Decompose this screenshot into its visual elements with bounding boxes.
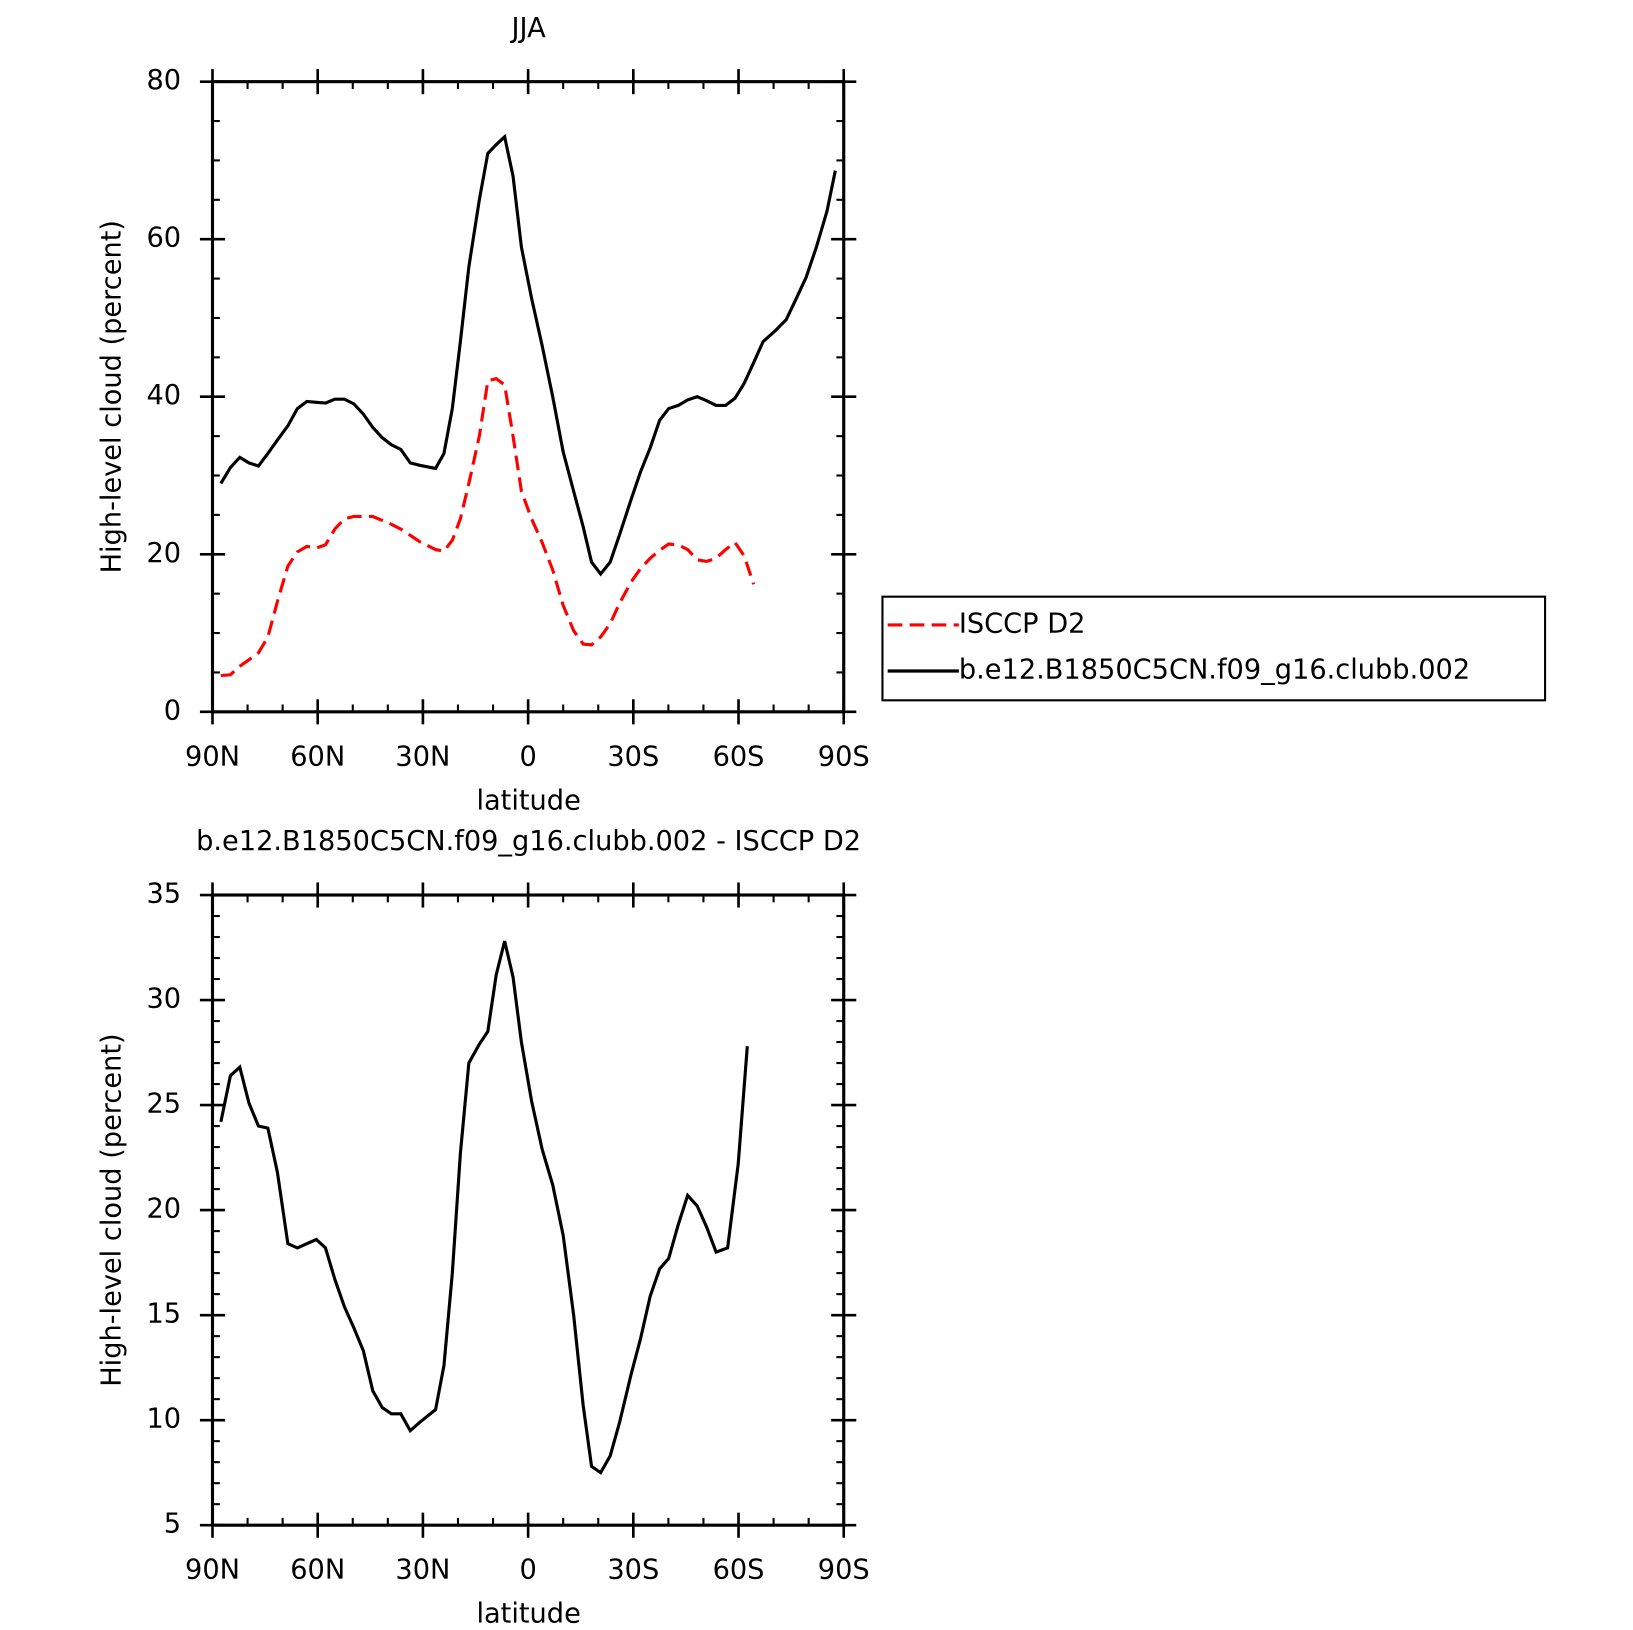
data-line: [219, 133, 837, 577]
plot-frame: [210, 893, 846, 1527]
x-tick-label: 60N: [290, 1555, 345, 1586]
y-tick-label: 60: [146, 223, 181, 254]
y-tick-label: 30: [146, 984, 181, 1015]
y-tick-label: 35: [146, 879, 181, 910]
y-tick-label: 10: [146, 1404, 181, 1435]
y-axis-label: High-level cloud (percent): [97, 1033, 128, 1386]
y-tick-label: 5: [164, 1509, 181, 1540]
y-tick-label: 0: [164, 695, 181, 726]
legend-label: ISCCP D2: [959, 608, 1086, 639]
x-tick-label: 60S: [713, 741, 765, 772]
x-tick-label: 30N: [395, 741, 450, 772]
x-axis-label: latitude: [476, 1599, 580, 1630]
x-axis-label: latitude: [476, 785, 580, 816]
legend-label: b.e12.B1850C5CN.f09_g16.clubb.002: [959, 654, 1470, 685]
x-tick-label: 30S: [607, 1555, 659, 1586]
x-tick-label: 60N: [290, 741, 345, 772]
y-tick-label: 20: [146, 538, 181, 569]
y-tick-label: 25: [146, 1089, 181, 1120]
x-tick-label: 90N: [185, 1555, 240, 1586]
chart-title: b.e12.B1850C5CN.f09_g16.clubb.002 - ISCC…: [196, 826, 861, 857]
x-tick-label: 0: [519, 1555, 536, 1586]
x-tick-label: 60S: [713, 1555, 765, 1586]
legend-box: [881, 595, 1547, 702]
x-tick-label: 90S: [818, 741, 870, 772]
x-tick-label: 30S: [607, 741, 659, 772]
data-line: [219, 940, 749, 1475]
x-tick-label: 90S: [818, 1555, 870, 1586]
y-tick-label: 80: [146, 65, 181, 96]
x-tick-label: 30N: [395, 1555, 450, 1586]
plot-group: JJA latitude High-level cloud (percent) 90N…: [97, 13, 1547, 1630]
chart-title: JJA: [510, 13, 547, 44]
data-line: [220, 376, 756, 678]
x-tick-label: 0: [519, 741, 536, 772]
plot-frame: [210, 80, 846, 714]
y-tick-label: 20: [146, 1194, 181, 1225]
x-tick-label: 90N: [185, 741, 240, 772]
y-tick-label: 40: [146, 380, 181, 411]
y-tick-label: 15: [146, 1299, 181, 1330]
y-axis-label: High-level cloud (percent): [97, 220, 128, 573]
